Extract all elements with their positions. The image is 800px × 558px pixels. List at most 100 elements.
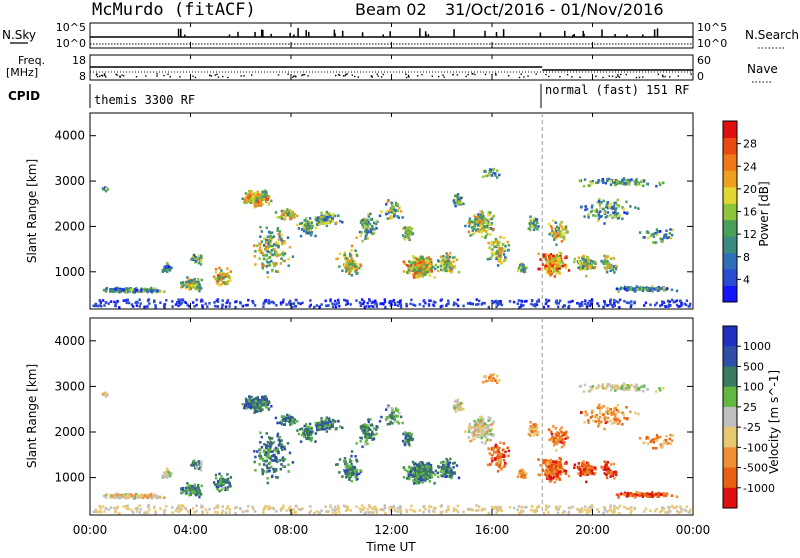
range-gate-cell bbox=[348, 477, 350, 480]
nave-dot bbox=[612, 76, 613, 77]
range-gate-cell bbox=[433, 305, 435, 308]
range-gate-cell bbox=[608, 206, 610, 209]
range-gate-cell bbox=[275, 304, 277, 307]
range-gate-cell bbox=[259, 247, 261, 250]
nave-dot bbox=[278, 74, 279, 75]
range-gate-cell bbox=[602, 180, 604, 183]
colorbar-segment bbox=[723, 137, 737, 154]
range-gate-cell bbox=[597, 220, 599, 223]
range-gate-cell bbox=[552, 460, 554, 463]
range-gate-cell bbox=[282, 299, 284, 302]
range-gate-cell bbox=[491, 254, 493, 257]
range-gate-cell bbox=[190, 258, 192, 261]
range-gate-cell bbox=[268, 407, 270, 410]
range-gate-cell bbox=[250, 396, 252, 399]
range-gate-cell bbox=[449, 252, 451, 255]
range-gate-cell bbox=[499, 464, 501, 467]
range-gate-cell bbox=[549, 265, 551, 268]
range-gate-cell bbox=[105, 496, 107, 499]
range-gate-cell bbox=[186, 489, 188, 492]
range-gate-cell bbox=[523, 268, 525, 271]
range-gate-cell bbox=[457, 401, 459, 404]
range-gate-cell bbox=[325, 419, 327, 422]
range-gate-cell bbox=[138, 298, 140, 301]
range-gate-cell bbox=[500, 262, 502, 265]
range-gate-cell bbox=[426, 257, 428, 260]
range-gate-cell bbox=[568, 301, 570, 304]
freq-tick-top: 18 bbox=[72, 54, 86, 67]
range-gate-cell bbox=[460, 202, 462, 205]
nave-dot bbox=[636, 77, 637, 78]
range-gate-cell bbox=[444, 270, 446, 273]
range-gate-cell bbox=[649, 290, 651, 293]
nave-dot bbox=[96, 74, 97, 75]
range-gate-cell bbox=[488, 416, 490, 419]
range-gate-cell bbox=[280, 444, 282, 447]
range-gate-cell bbox=[586, 306, 588, 309]
range-gate-cell bbox=[585, 205, 587, 208]
range-gate-cell bbox=[482, 381, 484, 384]
range-gate-cell bbox=[295, 299, 297, 302]
nsky-spike bbox=[574, 34, 576, 37]
range-gate-cell bbox=[491, 457, 493, 460]
range-gate-cell bbox=[485, 436, 487, 439]
range-gate-cell bbox=[267, 276, 269, 279]
range-gate-cell bbox=[659, 230, 661, 233]
range-gate-cell bbox=[341, 221, 343, 224]
range-gate-cell bbox=[280, 262, 282, 265]
range-gate-cell bbox=[606, 203, 608, 206]
nsearch-tick-bottom: 10^0 bbox=[697, 37, 727, 50]
range-gate-cell bbox=[490, 423, 492, 426]
nave-dot bbox=[307, 75, 308, 76]
range-gate-cell bbox=[264, 299, 266, 302]
range-gate-cell bbox=[411, 227, 413, 230]
range-gate-cell bbox=[655, 287, 657, 290]
range-gate-cell bbox=[491, 460, 493, 463]
range-gate-cell bbox=[462, 408, 464, 411]
range-gate-cell bbox=[537, 253, 539, 256]
range-gate-cell bbox=[376, 305, 378, 308]
range-gate-cell bbox=[457, 196, 459, 199]
range-gate-cell bbox=[517, 302, 519, 305]
range-gate-cell bbox=[548, 233, 550, 236]
nave-dot bbox=[485, 74, 486, 75]
range-gate-cell bbox=[191, 279, 193, 282]
range-gate-cell bbox=[186, 304, 188, 307]
range-gate-cell bbox=[341, 270, 343, 273]
nave-dot bbox=[615, 77, 616, 78]
range-gate-cell bbox=[446, 303, 448, 306]
range-gate-cell bbox=[373, 438, 375, 441]
range-gate-cell bbox=[283, 446, 285, 449]
range-gate-cell bbox=[534, 432, 536, 435]
range-gate-cell bbox=[482, 302, 484, 305]
nsky-label: N.Sky bbox=[2, 28, 36, 42]
range-gate-cell bbox=[412, 438, 414, 441]
range-gate-cell bbox=[266, 477, 268, 480]
range-gate-cell bbox=[478, 300, 480, 303]
range-gate-cell bbox=[311, 231, 313, 234]
range-gate-cell bbox=[613, 271, 615, 274]
nave-dot bbox=[571, 76, 572, 77]
range-gate-cell bbox=[486, 431, 488, 434]
range-gate-cell bbox=[608, 262, 610, 265]
range-gate-cell bbox=[308, 437, 310, 440]
nave-dot bbox=[678, 75, 679, 76]
nave-dot bbox=[227, 77, 228, 78]
range-gate-cell bbox=[360, 440, 362, 443]
range-gate-cell bbox=[489, 429, 491, 432]
nave-dot bbox=[104, 73, 105, 74]
range-gate-cell bbox=[404, 432, 406, 435]
range-gate-cell bbox=[672, 229, 674, 232]
range-gate-cell bbox=[281, 448, 283, 451]
colorbar-tick-label: 20 bbox=[743, 183, 757, 196]
range-gate-cell bbox=[600, 215, 602, 218]
range-gate-cell bbox=[644, 288, 646, 291]
range-gate-cell bbox=[444, 467, 446, 470]
range-gate-cell bbox=[517, 475, 519, 478]
range-gate-cell bbox=[608, 265, 610, 268]
range-gate-cell bbox=[97, 305, 99, 308]
range-gate-cell bbox=[502, 243, 504, 246]
range-gate-cell bbox=[414, 261, 416, 264]
range-gate-cell bbox=[116, 300, 118, 303]
nave-dot bbox=[97, 76, 98, 77]
